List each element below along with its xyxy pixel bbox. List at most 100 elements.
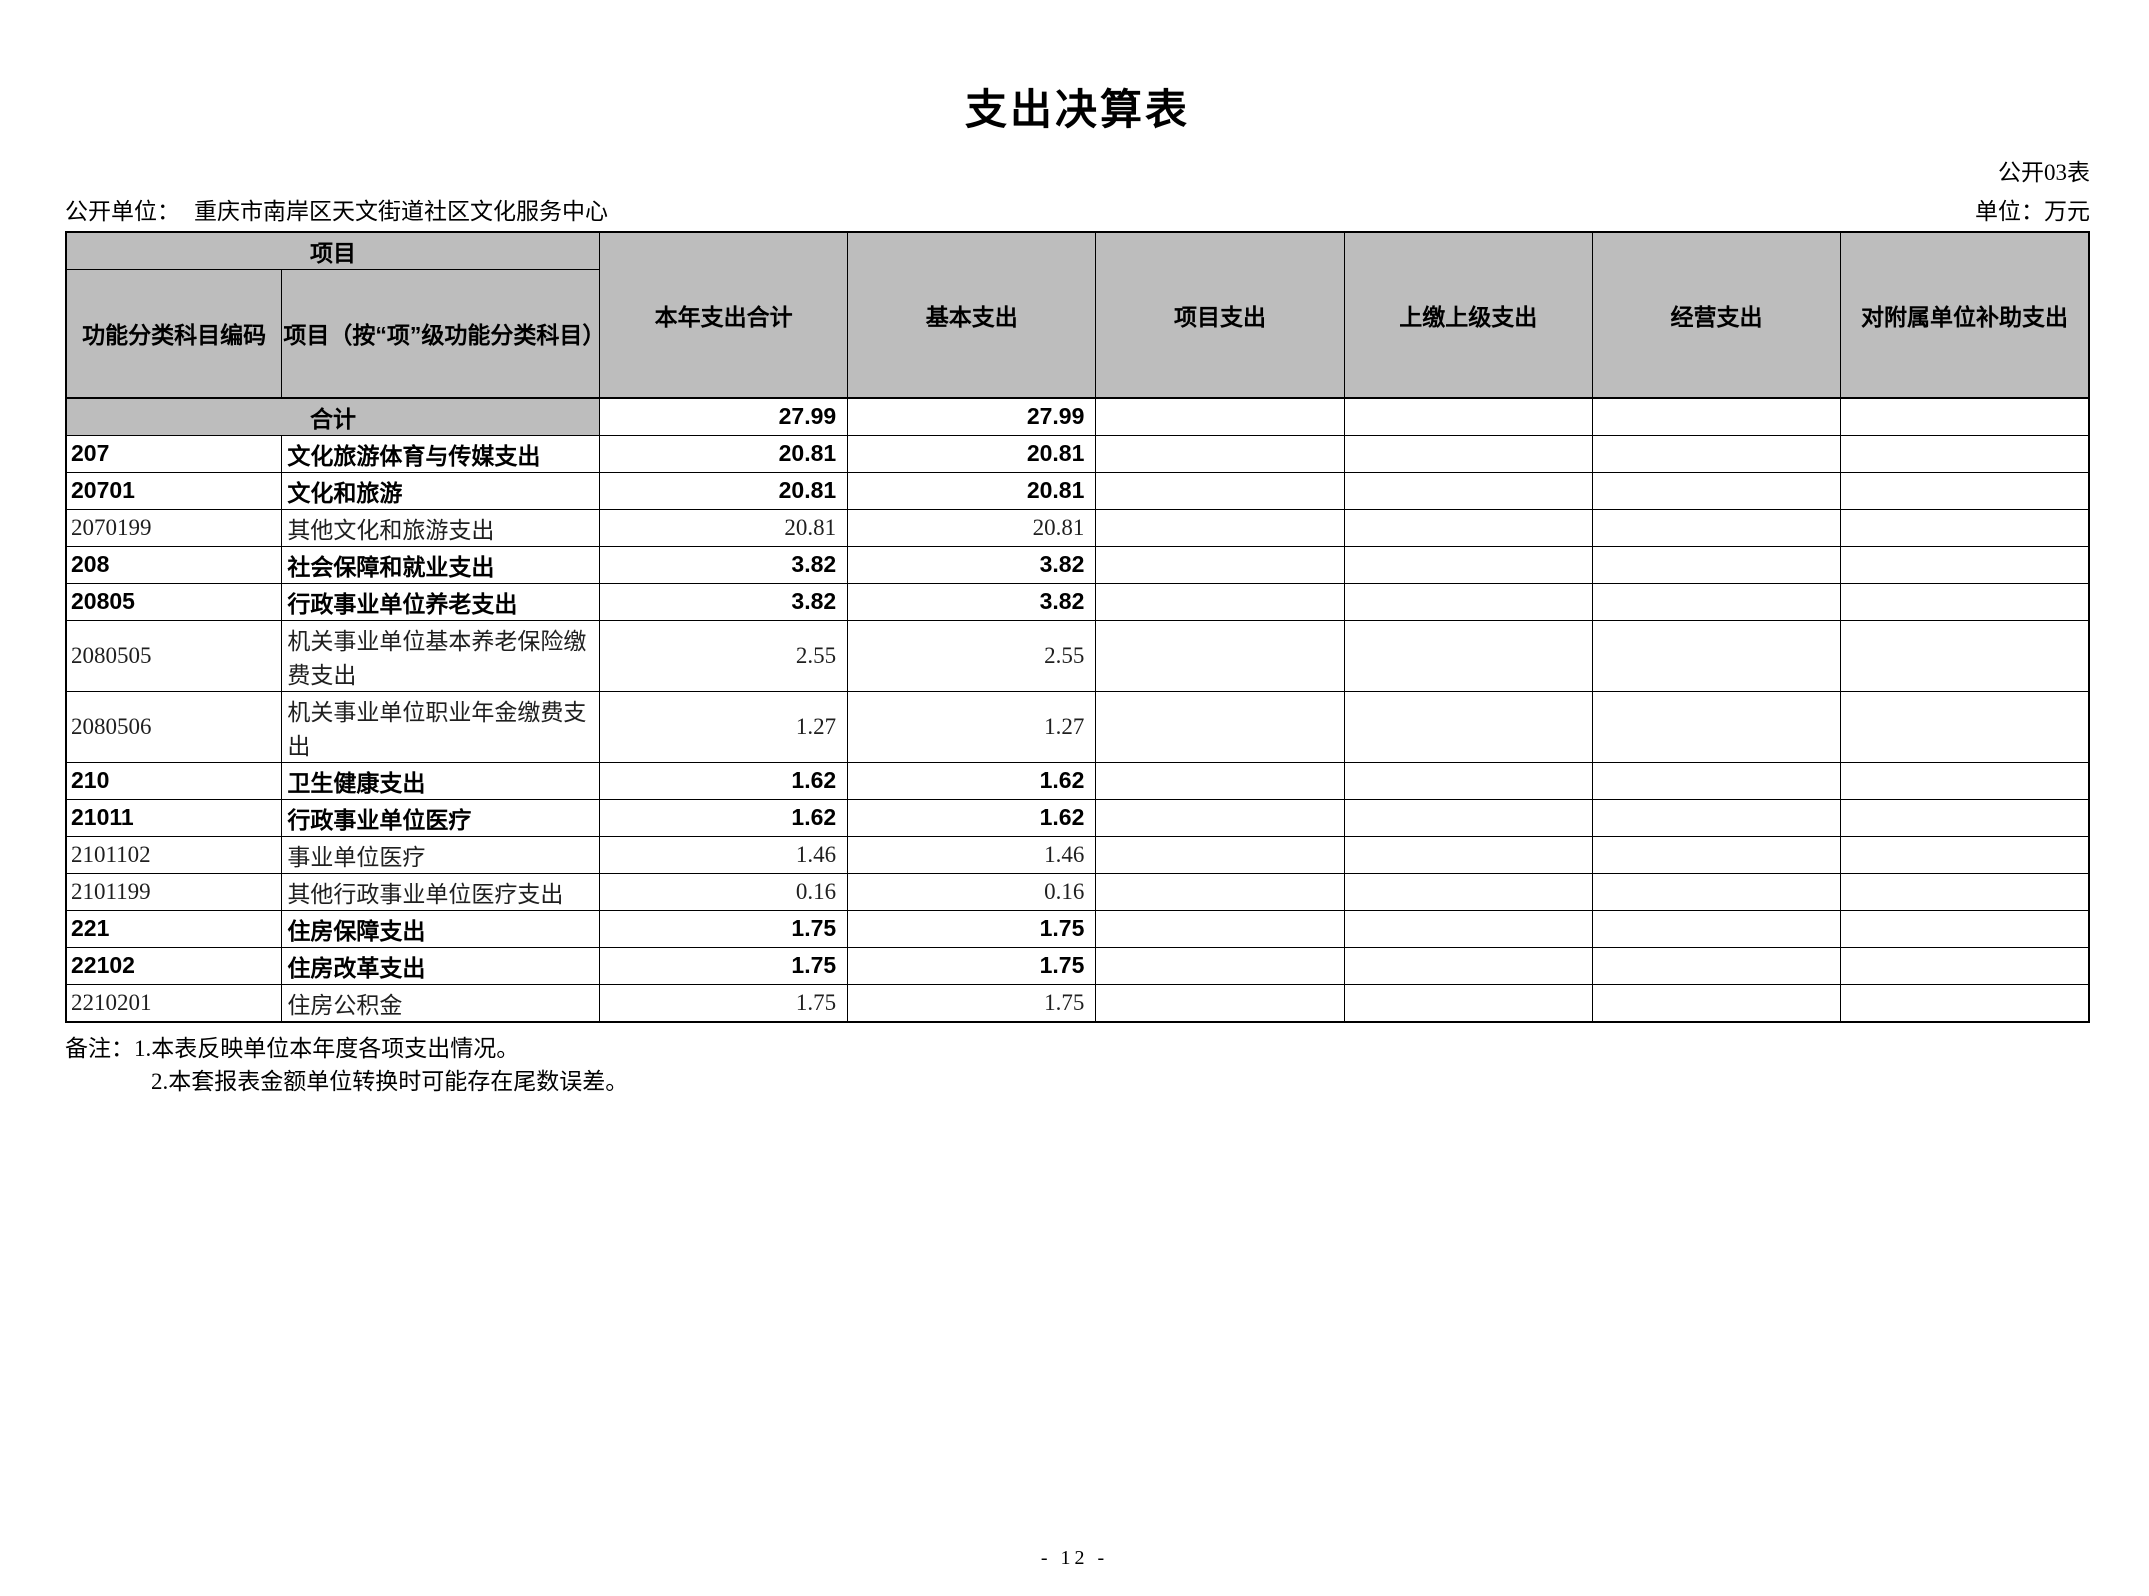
table-row: 221 住房保障支出 1.75 1.75 bbox=[65, 909, 2090, 948]
total-row-basic-cell: 27.99 bbox=[847, 397, 1097, 436]
row-operating-cell bbox=[1591, 434, 1842, 473]
org-label: 公开单位： bbox=[65, 199, 180, 224]
row-subsidy-cell bbox=[1840, 471, 2090, 510]
row-project-cell bbox=[1095, 471, 1345, 510]
row-basic-cell: 20.81 bbox=[847, 471, 1097, 510]
row-upper-cell bbox=[1343, 761, 1593, 800]
row-name-cell: 卫生健康支出 bbox=[281, 761, 600, 800]
row-subsidy-cell bbox=[1840, 835, 2090, 874]
row-upper-cell bbox=[1343, 471, 1593, 510]
row-upper-cell bbox=[1343, 946, 1593, 985]
row-code-cell: 2070199 bbox=[65, 508, 283, 547]
row-total-cell: 1.27 bbox=[598, 690, 849, 763]
row-project-cell bbox=[1095, 619, 1345, 692]
row-project-cell bbox=[1095, 872, 1345, 911]
row-name-cell: 机关事业单位职业年金缴费支出 bbox=[281, 690, 600, 763]
row-total-cell: 1.62 bbox=[598, 761, 849, 800]
row-project-cell bbox=[1095, 545, 1345, 584]
row-name-cell: 住房保障支出 bbox=[281, 909, 600, 948]
expenditure-table: 项目 本年支出合计 基本支出 项目支出 上缴上级支出 经营支出 对附属单位补助支… bbox=[65, 231, 2090, 1023]
row-name-cell: 住房改革支出 bbox=[281, 946, 600, 985]
row-name-cell: 文化和旅游 bbox=[281, 471, 600, 510]
row-total-cell: 20.81 bbox=[598, 434, 849, 473]
row-project-cell bbox=[1095, 508, 1345, 547]
row-project-cell bbox=[1095, 983, 1345, 1022]
row-code-cell: 22102 bbox=[65, 946, 283, 985]
row-name-cell: 其他文化和旅游支出 bbox=[281, 508, 600, 547]
row-subsidy-cell bbox=[1840, 983, 2090, 1022]
row-operating-cell bbox=[1591, 835, 1842, 874]
org-name: 重庆市南岸区天文街道社区文化服务中心 bbox=[194, 199, 608, 224]
row-code-cell: 21011 bbox=[65, 798, 283, 837]
header-total-expenditure: 本年支出合计 bbox=[598, 231, 849, 398]
row-total-cell: 1.75 bbox=[598, 909, 849, 948]
table-header: 项目 本年支出合计 基本支出 项目支出 上缴上级支出 经营支出 对附属单位补助支… bbox=[65, 231, 2090, 398]
row-basic-cell: 3.82 bbox=[847, 582, 1097, 621]
row-total-cell: 1.46 bbox=[598, 835, 849, 874]
row-basic-cell: 1.75 bbox=[847, 909, 1097, 948]
unit-label: 单位：万元 bbox=[1975, 199, 2090, 224]
row-code-cell: 2101102 bbox=[65, 835, 283, 874]
table-row: 2080506 机关事业单位职业年金缴费支出 1.27 1.27 bbox=[65, 690, 2090, 763]
total-row-subsidy-cell bbox=[1840, 397, 2090, 436]
row-upper-cell bbox=[1343, 619, 1593, 692]
row-project-cell bbox=[1095, 835, 1345, 874]
row-operating-cell bbox=[1591, 619, 1842, 692]
row-operating-cell bbox=[1591, 946, 1842, 985]
note-1-text: 1.本表反映单位本年度各项支出情况。 bbox=[134, 1035, 520, 1061]
row-upper-cell bbox=[1343, 545, 1593, 584]
row-upper-cell bbox=[1343, 798, 1593, 837]
row-total-cell: 1.75 bbox=[598, 983, 849, 1022]
table-row: 20805 行政事业单位养老支出 3.82 3.82 bbox=[65, 582, 2090, 621]
row-name-cell: 行政事业单位养老支出 bbox=[281, 582, 600, 621]
row-basic-cell: 1.75 bbox=[847, 983, 1097, 1022]
page-number: - 12 - bbox=[1040, 1547, 1109, 1569]
row-upper-cell bbox=[1343, 434, 1593, 473]
row-project-cell bbox=[1095, 909, 1345, 948]
row-subsidy-cell bbox=[1840, 582, 2090, 621]
row-total-cell: 2.55 bbox=[598, 619, 849, 692]
row-operating-cell bbox=[1591, 983, 1842, 1022]
row-total-cell: 3.82 bbox=[598, 545, 849, 584]
row-basic-cell: 1.62 bbox=[847, 798, 1097, 837]
row-subsidy-cell bbox=[1840, 434, 2090, 473]
header-operating-expenditure: 经营支出 bbox=[1591, 231, 1842, 398]
row-upper-cell bbox=[1343, 909, 1593, 948]
table-row: 2101102 事业单位医疗 1.46 1.46 bbox=[65, 835, 2090, 874]
row-code-cell: 2101199 bbox=[65, 872, 283, 911]
row-project-cell bbox=[1095, 582, 1345, 621]
row-operating-cell bbox=[1591, 508, 1842, 547]
table-row: 210 卫生健康支出 1.62 1.62 bbox=[65, 761, 2090, 800]
row-upper-cell bbox=[1343, 983, 1593, 1022]
row-name-cell: 其他行政事业单位医疗支出 bbox=[281, 872, 600, 911]
row-project-cell bbox=[1095, 690, 1345, 763]
row-operating-cell bbox=[1591, 545, 1842, 584]
row-name-cell: 社会保障和就业支出 bbox=[281, 545, 600, 584]
row-basic-cell: 20.81 bbox=[847, 434, 1097, 473]
row-code-cell: 2210201 bbox=[65, 983, 283, 1022]
notes-label: 备注： bbox=[65, 1035, 134, 1061]
row-subsidy-cell bbox=[1840, 798, 2090, 837]
total-row-project-cell bbox=[1095, 397, 1345, 436]
row-subsidy-cell bbox=[1840, 909, 2090, 948]
row-code-cell: 20805 bbox=[65, 582, 283, 621]
table-row: 21011 行政事业单位医疗 1.62 1.62 bbox=[65, 798, 2090, 837]
total-row-label: 合计 bbox=[65, 397, 600, 436]
row-basic-cell: 1.75 bbox=[847, 946, 1097, 985]
row-subsidy-cell bbox=[1840, 690, 2090, 763]
footnotes: 备注：1.本表反映单位本年度各项支出情况。 2.本套报表金额单位转换时可能存在尾… bbox=[65, 1032, 2090, 1099]
table-row: 2101199 其他行政事业单位医疗支出 0.16 0.16 bbox=[65, 872, 2090, 911]
row-project-cell bbox=[1095, 761, 1345, 800]
row-code-cell: 221 bbox=[65, 909, 283, 948]
row-basic-cell: 1.46 bbox=[847, 835, 1097, 874]
row-name-cell: 事业单位医疗 bbox=[281, 835, 600, 874]
header-function-code: 功能分类科目编码 bbox=[65, 269, 283, 398]
header-subsidy-expenditure: 对附属单位补助支出 bbox=[1840, 231, 2090, 398]
row-code-cell: 2080506 bbox=[65, 690, 283, 763]
row-code-cell: 2080505 bbox=[65, 619, 283, 692]
row-total-cell: 1.62 bbox=[598, 798, 849, 837]
note-line-1: 备注：1.本表反映单位本年度各项支出情况。 bbox=[65, 1032, 2090, 1065]
header-project-group: 项目 bbox=[65, 231, 600, 270]
header-basic-expenditure: 基本支出 bbox=[847, 231, 1097, 398]
row-total-cell: 0.16 bbox=[598, 872, 849, 911]
